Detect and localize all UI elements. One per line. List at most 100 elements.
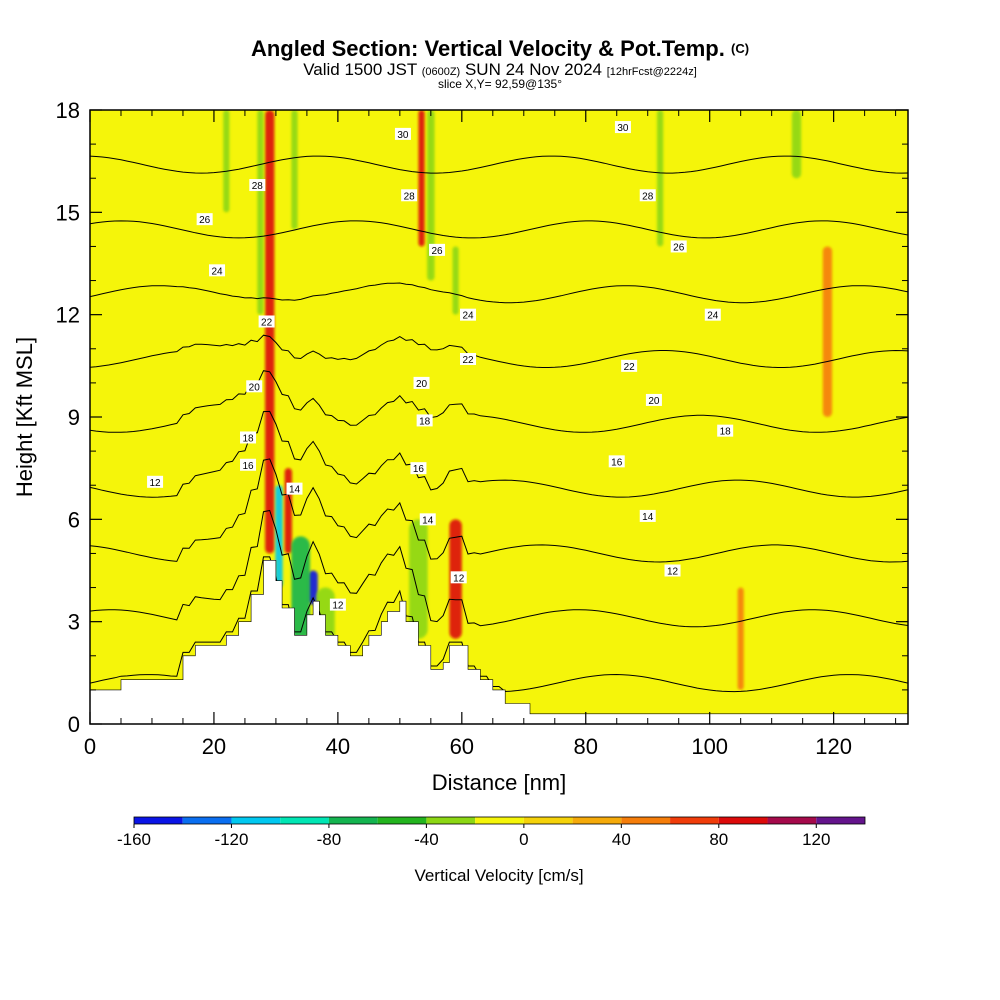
- contour-label-26: 18: [720, 427, 732, 438]
- colorbar-swatch-12: [718, 817, 768, 824]
- velocity-feature-0: [265, 110, 275, 554]
- velocity-feature-16: [737, 587, 744, 690]
- x-axis-label: Distance [nm]: [432, 770, 567, 795]
- theta-contour-14: [90, 509, 908, 628]
- colorbar-tick-label-3: -40: [414, 830, 439, 849]
- valid-local-time: Valid 1500 JST: [303, 60, 417, 79]
- y-axis-label: Height [Kft MSL]: [12, 337, 37, 497]
- contour-label-21: 28: [642, 191, 654, 202]
- contour-label-bg-10: [329, 598, 346, 611]
- contour-label-17: 16: [413, 464, 425, 475]
- y-tick-label-1: 3: [68, 610, 80, 635]
- colorbar-tick-label-2: -80: [317, 830, 342, 849]
- contour-label-bg-7: [249, 179, 266, 192]
- contour-label-1: 16: [242, 461, 254, 472]
- contour-label-bg-28: [639, 509, 656, 522]
- colorbar-frame: [133, 816, 866, 825]
- contour-label-27: 16: [611, 457, 623, 468]
- contour-label-bg-4: [258, 315, 275, 328]
- velocity-feature-10: [223, 110, 230, 213]
- contour-label-4: 22: [261, 317, 273, 328]
- colorbar-swatch-14: [816, 817, 865, 824]
- theta-contour-22: [90, 334, 908, 368]
- y-tick-label-6: 18: [56, 98, 80, 123]
- contour-label-bg-27: [608, 455, 625, 468]
- y-tick-label-3: 9: [68, 405, 80, 430]
- contour-label-bg-17: [410, 462, 427, 475]
- colorbar-swatch-0: [134, 817, 183, 824]
- colorbar-swatch-13: [767, 817, 817, 824]
- valid-date: SUN 24 Nov 2024: [464, 60, 602, 79]
- contour-label-bg-25: [645, 393, 662, 406]
- colorbar-tick-label-6: 80: [709, 830, 728, 849]
- colorbar-swatch-3: [280, 817, 329, 824]
- theta-contour-20: [90, 370, 908, 433]
- valid-time: Valid 1500 JST (0600Z) SUN 24 Nov 2024 […: [0, 60, 1000, 80]
- colorbar-swatch-10: [621, 817, 671, 824]
- colorbar-tick-label-7: 120: [802, 830, 830, 849]
- contour-label-7: 28: [252, 181, 264, 192]
- contour-label-bg-24: [621, 359, 638, 372]
- title-unit: (C): [731, 41, 750, 56]
- contour-label-19: 12: [453, 573, 465, 584]
- velocity-feature-11: [257, 110, 264, 315]
- velocity-feature-14: [657, 110, 664, 247]
- plot-background: [90, 110, 908, 724]
- theta-contour-28: [90, 155, 908, 174]
- theta-contours: [90, 91, 908, 693]
- colorbar-swatch-7: [475, 817, 524, 824]
- y-tick-label-2: 6: [68, 507, 80, 532]
- forecast-info: [12hrFcst@2224z]: [606, 66, 697, 78]
- contour-label-bg-6: [196, 213, 213, 226]
- colorbar-swatch-5: [377, 817, 427, 824]
- contour-label-bg-5: [209, 264, 226, 277]
- contour-label-8: 30: [397, 130, 409, 141]
- velocity-feature-1: [275, 485, 283, 588]
- contour-label-bg-23: [704, 308, 721, 321]
- slice-info: slice X,Y= 92,59@135°: [437, 77, 563, 91]
- velocity-feature-2: [284, 468, 293, 554]
- colorbar-swatch-11: [670, 817, 719, 824]
- contour-label-bg-11: [401, 189, 418, 202]
- x-tick-label-6: 120: [815, 734, 852, 759]
- contour-label-18: 14: [422, 515, 434, 526]
- contour-label-bg-8: [394, 127, 411, 140]
- colorbar-swatch-6: [426, 817, 476, 824]
- title-text: Angled Section: Vertical Velocity & Pot.…: [250, 36, 725, 61]
- contour-label-9: 14: [289, 485, 301, 496]
- contour-label-bg-21: [639, 189, 656, 202]
- contour-label-bg-26: [717, 424, 734, 437]
- contour-label-bg-9: [286, 482, 303, 495]
- valid-utc-time: (0600Z): [421, 66, 461, 78]
- velocity-feature-6: [409, 519, 428, 639]
- theta-contour-16: [90, 458, 908, 563]
- theta-contour-30: [90, 91, 908, 108]
- contour-label-bg-1: [240, 458, 257, 471]
- x-tick-label-1: 20: [202, 734, 226, 759]
- colorbar-swatch-4: [328, 817, 378, 824]
- contour-label-6: 26: [199, 215, 211, 226]
- contour-label-bg-18: [419, 513, 436, 526]
- colorbar-swatch-8: [523, 817, 573, 824]
- contour-label-24: 22: [624, 362, 636, 373]
- theta-contour-12: [90, 556, 908, 693]
- y-tick-label-0: 0: [68, 712, 80, 737]
- velocity-feature-12: [291, 110, 298, 230]
- contour-label-11: 28: [404, 191, 416, 202]
- terrain-mask: [90, 560, 908, 724]
- contour-label-bg-20: [614, 121, 631, 134]
- contour-label-bg-15: [413, 376, 430, 389]
- contour-label-16: 18: [419, 416, 431, 427]
- colorbar-swatch-1: [182, 817, 232, 824]
- colorbar: -160 -120 -80 -40 0 40 80 120: [117, 816, 866, 849]
- x-tick-label-2: 40: [326, 734, 350, 759]
- colorbar-label: Vertical Velocity [cm/s]: [414, 866, 583, 885]
- contour-label-20: 30: [617, 123, 629, 134]
- terrain: [90, 560, 908, 724]
- contour-label-bg-12: [429, 243, 446, 256]
- contour-label-12: 26: [431, 246, 443, 257]
- contour-label-23: 24: [707, 311, 719, 322]
- contour-label-0: 12: [150, 478, 162, 489]
- velocity-feature-17: [822, 246, 833, 417]
